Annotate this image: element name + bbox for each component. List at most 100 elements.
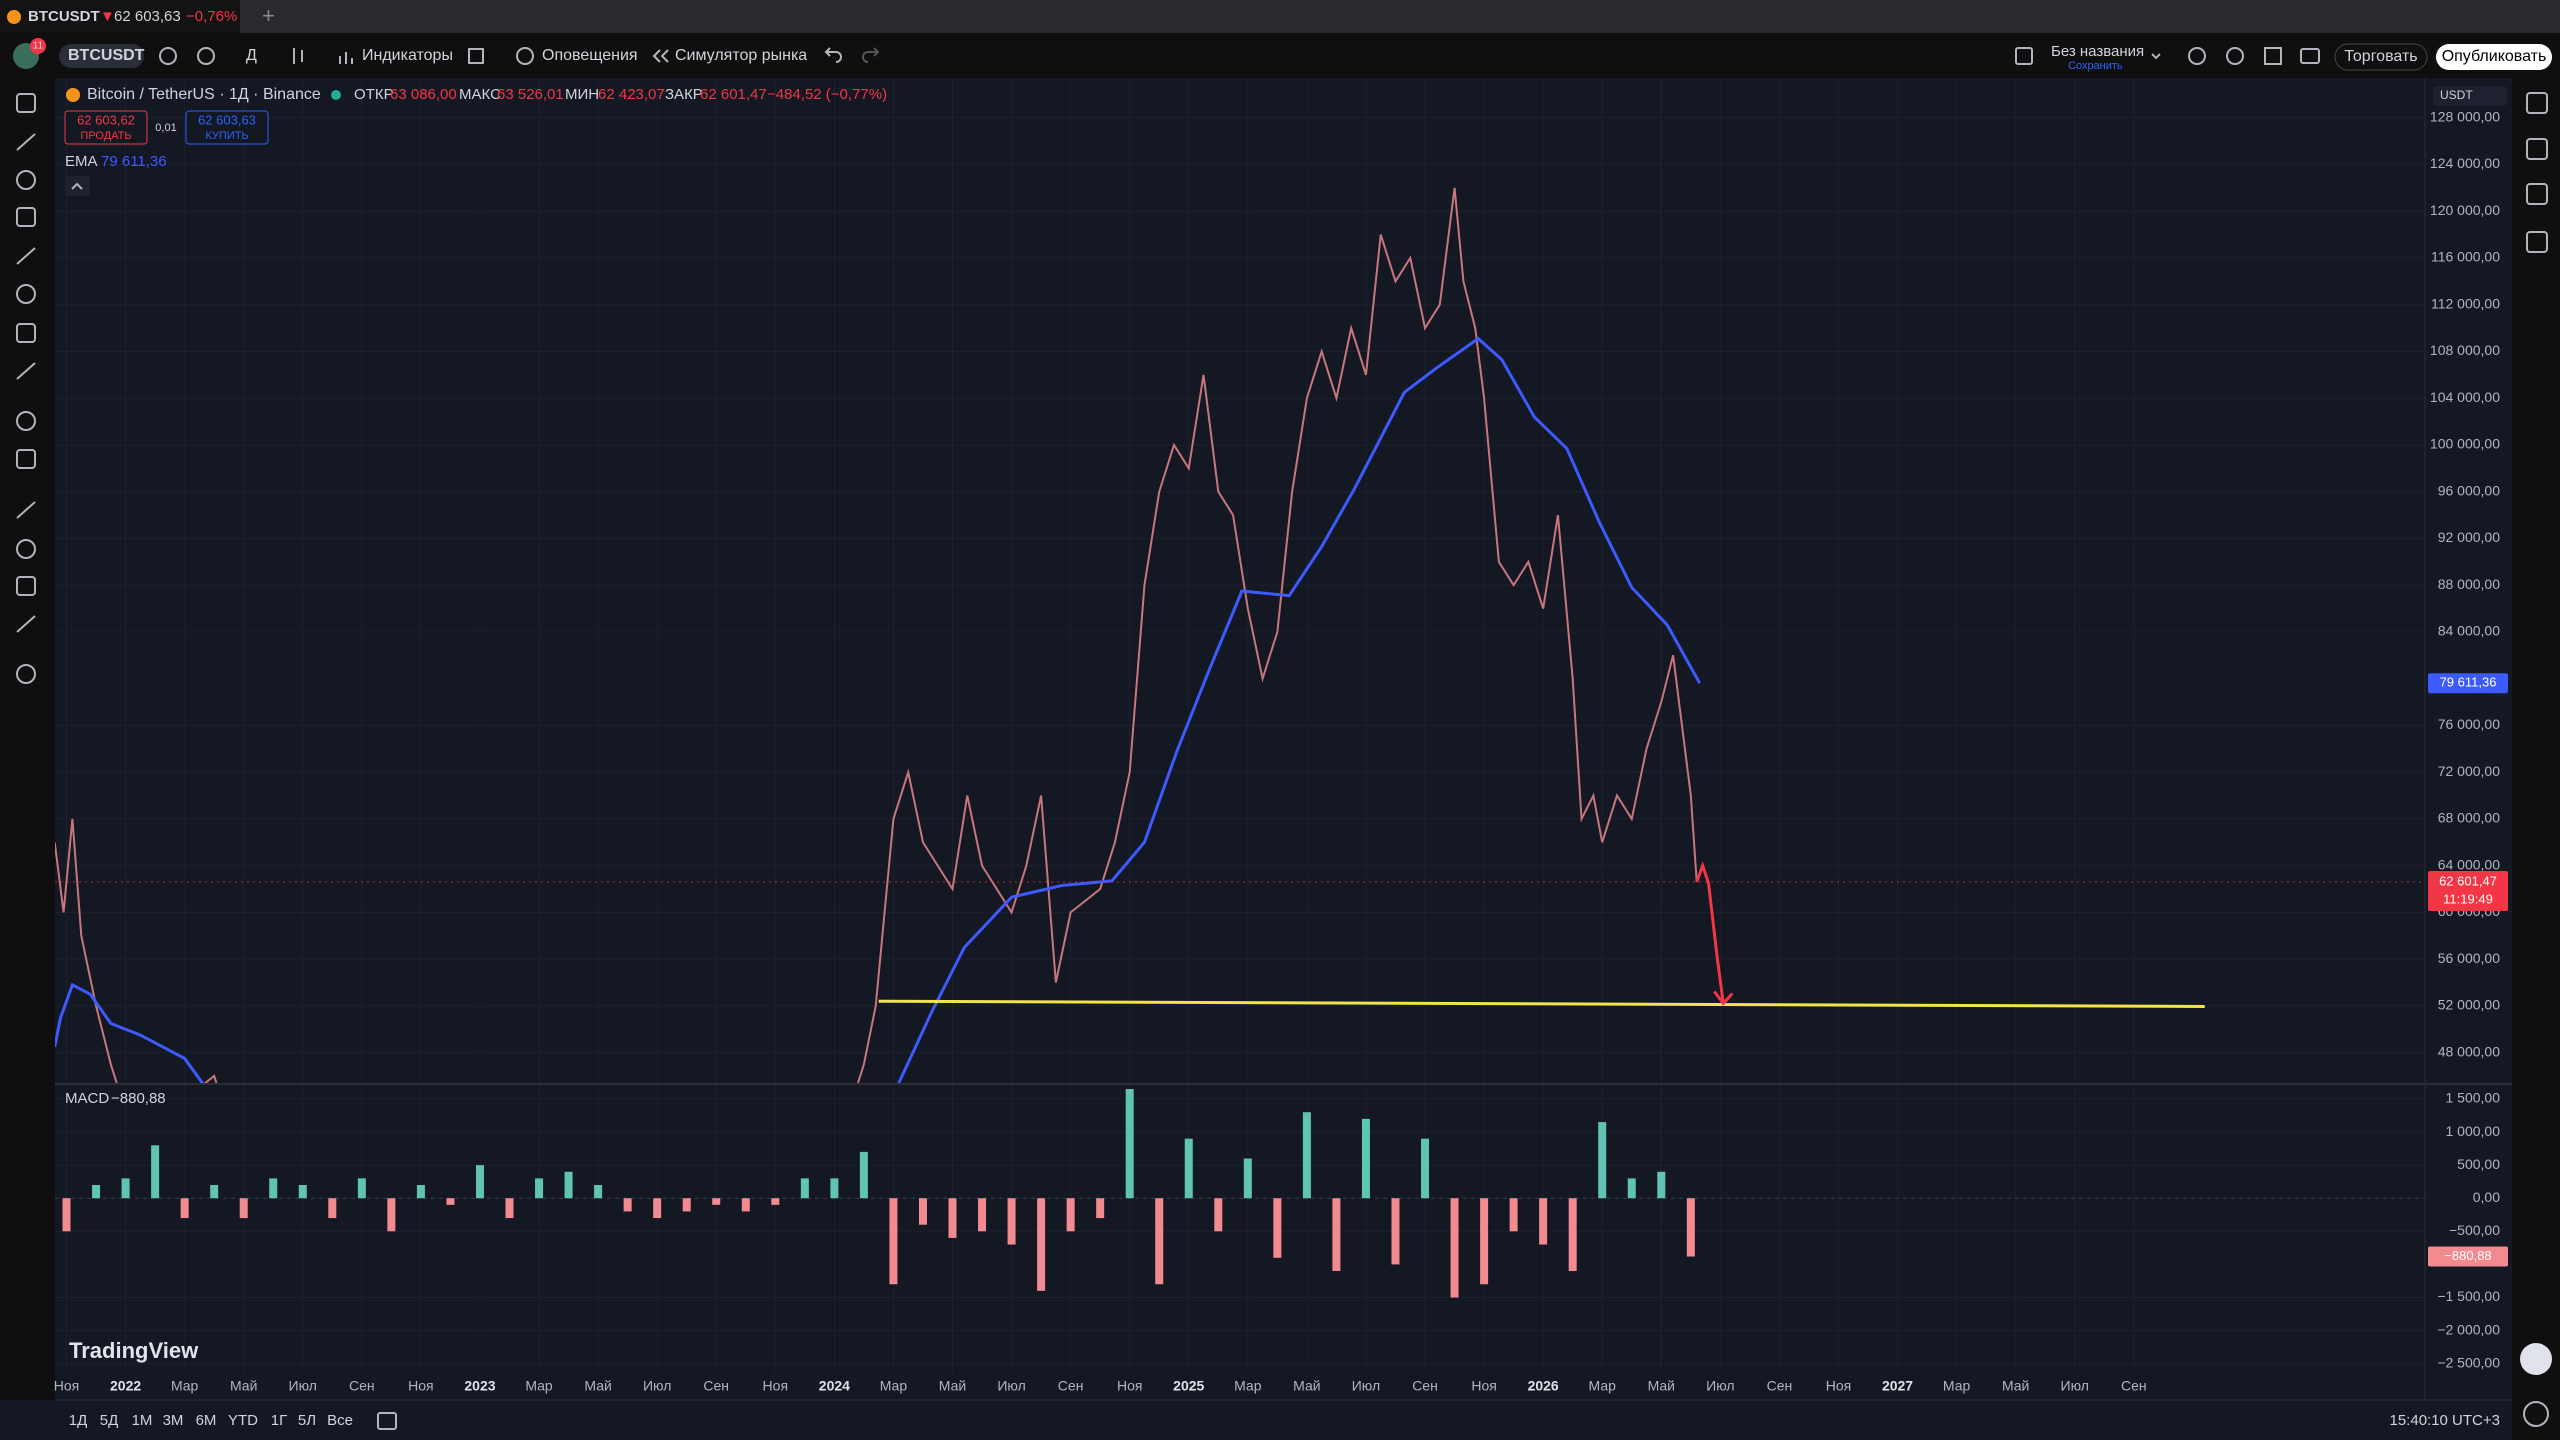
macd-bar bbox=[62, 1198, 71, 1232]
tool[interactable] bbox=[16, 411, 36, 431]
macd-bar bbox=[1686, 1198, 1695, 1257]
range-button[interactable]: 1Г bbox=[271, 1412, 287, 1429]
buy-button[interactable] bbox=[185, 110, 269, 145]
tool[interactable] bbox=[16, 323, 36, 343]
macd-bar bbox=[210, 1184, 219, 1199]
range-button[interactable]: 5Л bbox=[298, 1412, 316, 1429]
compare[interactable] bbox=[159, 47, 177, 65]
tool[interactable] bbox=[16, 576, 36, 596]
range-button[interactable]: 3М bbox=[163, 1412, 184, 1429]
x-tick-label: Июл bbox=[2061, 1378, 2089, 1394]
low-label: МИН bbox=[565, 86, 599, 103]
ema-tag-label: 79 611,36 bbox=[2440, 675, 2497, 690]
range-button[interactable]: 1Д bbox=[69, 1412, 88, 1429]
plot: Ноя 2022 Мар Май Июл Сен Ноя 2023 Мар Май Июл Сен Но… bbox=[54, 78, 2508, 1394]
sell-button[interactable] bbox=[64, 110, 148, 145]
x-tick-label: Мар bbox=[1943, 1378, 1971, 1394]
quick-search[interactable] bbox=[2188, 47, 2206, 65]
price-tag bbox=[2428, 870, 2508, 911]
macd-bar bbox=[1066, 1198, 1075, 1232]
save[interactable]: Сохранить bbox=[2068, 60, 2123, 72]
x-tick-label: Ноя bbox=[54, 1378, 79, 1394]
layout-name[interactable]: Без названия bbox=[2051, 43, 2144, 60]
tool[interactable] bbox=[16, 615, 36, 633]
help[interactable] bbox=[2523, 1401, 2549, 1427]
macd-bar bbox=[1509, 1198, 1518, 1232]
macd-bar bbox=[328, 1198, 337, 1219]
add-symbol[interactable] bbox=[197, 47, 215, 65]
tab[interactable] bbox=[0, 0, 240, 33]
y-tick-label: 84 000,00 bbox=[2438, 623, 2500, 639]
panel-button[interactable] bbox=[2526, 138, 2548, 160]
range-button[interactable]: 5Д bbox=[100, 1412, 119, 1429]
macd-value: −880,88 bbox=[111, 1090, 166, 1107]
overlay: Bitcoin / TetherUS · 1Д · Binance ОТКР 6… bbox=[64, 86, 2507, 1430]
macd-bar bbox=[830, 1178, 839, 1199]
currency-select[interactable] bbox=[2433, 86, 2507, 106]
range-button[interactable]: 6М bbox=[196, 1412, 217, 1429]
x-tick-label: Мар bbox=[880, 1378, 908, 1394]
tool[interactable] bbox=[16, 93, 36, 113]
macd-bar bbox=[741, 1198, 750, 1212]
tool[interactable] bbox=[16, 664, 36, 684]
tool[interactable] bbox=[16, 539, 36, 559]
symbol: BTCUSDT bbox=[68, 47, 145, 64]
tool[interactable] bbox=[16, 362, 36, 380]
left-toolbar bbox=[0, 78, 55, 1440]
x-tick-label: Мар bbox=[171, 1378, 199, 1394]
layout-icon bbox=[2015, 47, 2033, 65]
templates[interactable] bbox=[468, 48, 484, 64]
tool[interactable] bbox=[16, 501, 36, 519]
tool[interactable] bbox=[16, 170, 36, 190]
tool[interactable] bbox=[16, 207, 36, 227]
panel-button[interactable] bbox=[2526, 92, 2548, 114]
btc-icon bbox=[7, 10, 21, 24]
date-range[interactable] bbox=[377, 1412, 397, 1430]
symbol-search[interactable] bbox=[59, 44, 144, 68]
trade: Торговать bbox=[2344, 48, 2417, 65]
macd-bar bbox=[1361, 1118, 1370, 1199]
panel-button[interactable] bbox=[2526, 231, 2548, 253]
layout-menu[interactable] bbox=[2151, 53, 2161, 60]
tool[interactable] bbox=[16, 284, 36, 304]
drawing-tools bbox=[16, 93, 36, 684]
range-button[interactable]: Все bbox=[327, 1412, 353, 1429]
interval[interactable]: Д bbox=[246, 47, 257, 64]
macd-bar bbox=[564, 1171, 573, 1199]
x-tick-label: 2022 bbox=[110, 1378, 141, 1394]
ema-label: EMA bbox=[65, 153, 98, 170]
range-button[interactable]: YTD bbox=[228, 1412, 258, 1429]
undo[interactable] bbox=[824, 47, 842, 63]
tool[interactable] bbox=[16, 449, 36, 469]
fullscreen[interactable] bbox=[2264, 47, 2282, 65]
replay[interactable]: Симулятор рынка bbox=[675, 47, 807, 64]
y-tick-label: 116 000,00 bbox=[2431, 249, 2500, 265]
y-tick-label: 100 000,00 bbox=[2430, 436, 2500, 452]
indicators[interactable]: Индикаторы bbox=[362, 47, 453, 64]
redo[interactable] bbox=[862, 47, 880, 63]
new-tab[interactable]: + bbox=[262, 3, 275, 28]
macd-bar bbox=[771, 1198, 780, 1205]
macd-bar bbox=[1657, 1171, 1666, 1199]
range-button[interactable]: 1М bbox=[132, 1412, 153, 1429]
macd-bar bbox=[121, 1178, 130, 1199]
ema-value: 79 611,36 bbox=[101, 153, 167, 170]
right-panel-icons bbox=[2520, 92, 2552, 1427]
collapse-legend[interactable] bbox=[65, 176, 90, 196]
trade-button[interactable] bbox=[2334, 43, 2428, 71]
market-status bbox=[331, 90, 341, 100]
apps[interactable] bbox=[2520, 1343, 2552, 1375]
y-tick-label: 112 000,00 bbox=[2431, 295, 2500, 311]
tool[interactable] bbox=[16, 247, 36, 265]
panel-button[interactable] bbox=[2526, 183, 2548, 205]
alerts[interactable]: Оповещения bbox=[542, 47, 638, 64]
chart-type[interactable] bbox=[293, 48, 303, 64]
tool[interactable] bbox=[16, 133, 36, 151]
settings[interactable] bbox=[2226, 47, 2244, 65]
publish-button[interactable] bbox=[2436, 44, 2552, 70]
change: −484,52 (−0,77%) bbox=[767, 86, 887, 103]
screenshot[interactable] bbox=[2300, 48, 2320, 64]
instrument: Bitcoin / TetherUS · 1Д · Binance bbox=[87, 86, 321, 103]
right-panel bbox=[2512, 78, 2560, 1440]
logo: TradingView bbox=[69, 1338, 199, 1363]
